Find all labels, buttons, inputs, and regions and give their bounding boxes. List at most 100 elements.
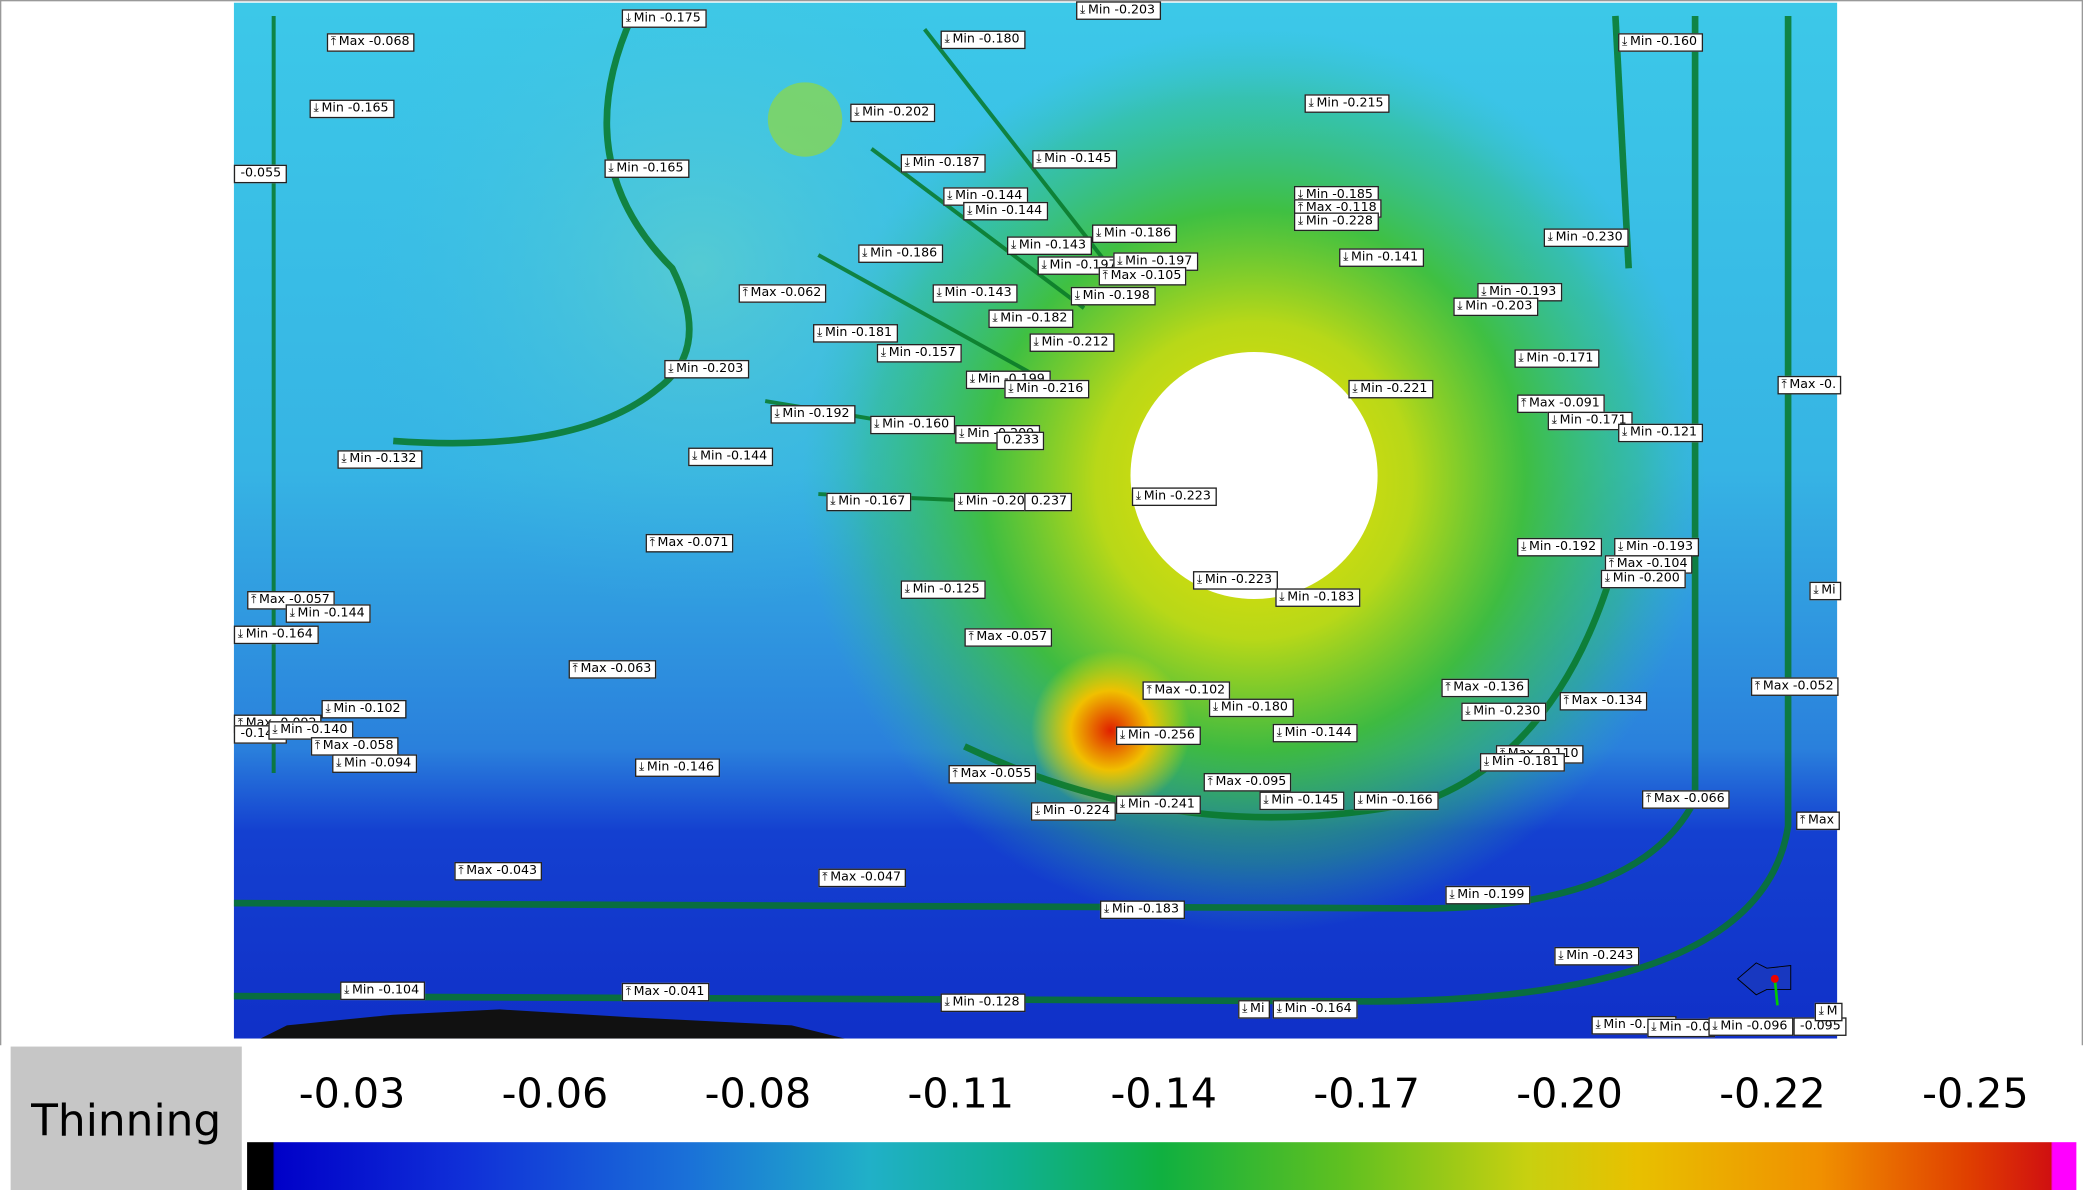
label-icon: ⤓ xyxy=(1033,336,1039,350)
label-text: Max xyxy=(1807,812,1835,828)
label-text: Max -0. xyxy=(1789,377,1837,392)
label-text: M xyxy=(1826,1004,1838,1019)
label-text: Min -0.096 xyxy=(1720,1018,1788,1034)
result-label: ⤓ Min -0.203 xyxy=(1076,1,1161,20)
label-icon: ⤓ xyxy=(1297,188,1304,202)
label-text: Max -0.091 xyxy=(1529,395,1600,411)
label-icon: ⤓ xyxy=(969,373,976,387)
result-label: ⤓ Min -0.171 xyxy=(1547,411,1633,431)
result-label: ⤒ Max -0.102 xyxy=(1142,681,1231,700)
result-label: ⤓ Min -0.203 xyxy=(664,359,749,379)
label-icon: ⤓ xyxy=(1618,540,1624,554)
label-text: Max -0.134 xyxy=(1571,693,1643,708)
result-label: ⤓ Min -0.221 xyxy=(1348,379,1433,399)
result-label: ⤓ Min -0.165 xyxy=(604,159,689,178)
result-label: ⤓ Min -0.198 xyxy=(1070,286,1156,306)
label-icon: ⤒ xyxy=(314,739,321,754)
scale-tick-label: -0.06 xyxy=(501,1070,609,1119)
label-icon: ⤓ xyxy=(880,346,887,360)
label-icon: ⤓ xyxy=(1595,1018,1601,1032)
result-label: ⤓ Min -0.102 xyxy=(321,699,406,719)
result-label: ⤒ Max -0.095 xyxy=(1203,772,1292,792)
label-icon: ⤒ xyxy=(1800,814,1806,828)
label-icon: ⤒ xyxy=(742,286,748,301)
result-label: ⤓ Min -0.175 xyxy=(621,9,707,28)
label-text: Min -0.143 xyxy=(1018,237,1087,253)
result-label: ⤓ Min -0.215 xyxy=(1304,94,1389,113)
result-label: ⤓ Min -0.180 xyxy=(940,30,1025,50)
label-icon: ⤓ xyxy=(1196,573,1203,588)
label-text: Max -0.104 xyxy=(1616,556,1688,572)
label-text: Max -0.102 xyxy=(1154,682,1226,698)
label-text: Min -0.187 xyxy=(912,155,980,171)
label-icon: ⤓ xyxy=(1352,382,1358,396)
label-icon: ⤓ xyxy=(1276,726,1282,740)
label-text: Min -0.193 xyxy=(1626,539,1694,554)
label-text: Min -0.243 xyxy=(1566,948,1634,963)
label-text: Min -0.202 xyxy=(862,104,930,120)
label-text: Min -0.203 xyxy=(1087,2,1156,18)
result-label: ⤒ Max -0.104 xyxy=(1604,555,1693,574)
label-text: -0.095 xyxy=(1800,1018,1841,1034)
label-icon: ⤓ xyxy=(1095,227,1102,241)
result-label: ⤓ Min -0.192 xyxy=(1517,537,1602,557)
label-text: Min -0.192 xyxy=(1529,539,1597,554)
label-icon: ⤒ xyxy=(822,871,828,885)
label-icon: ⤓ xyxy=(904,156,910,171)
label-text: Min -0.183 xyxy=(1111,901,1179,917)
label-icon: ⤓ xyxy=(608,162,614,176)
label-icon: ⤓ xyxy=(1547,231,1553,245)
result-label: ⤒ Max -0. xyxy=(1777,375,1842,395)
label-icon: ⤓ xyxy=(1712,1020,1718,1034)
label-icon: ⤓ xyxy=(1297,215,1304,229)
label-text: Min -0.212 xyxy=(1041,334,1109,350)
label-text: Min -0.203 xyxy=(676,361,744,376)
result-label: ⤒ Max -0.041 xyxy=(621,982,710,1002)
result-label: ⤓ Min -0.182 xyxy=(988,309,1073,329)
label-text: Min -0.164 xyxy=(245,626,313,642)
label-text: Min -0.208 xyxy=(965,494,1033,509)
label-icon: ⤓ xyxy=(874,418,880,432)
label-icon: ⤓ xyxy=(1279,591,1285,605)
label-text: Min -0.167 xyxy=(838,494,906,509)
label-icon: ⤓ xyxy=(1008,382,1014,396)
legend-title-box: Thinning xyxy=(10,1046,242,1190)
result-label: ⤓ Min -0.181 xyxy=(813,324,898,343)
label-text: Min -0.186 xyxy=(1103,225,1172,241)
label-icon: ⤓ xyxy=(1080,3,1086,18)
label-icon: ⤓ xyxy=(1276,1002,1282,1017)
label-text: Max -0.062 xyxy=(750,285,822,301)
label-text: Min -0.221 xyxy=(1360,381,1428,396)
color-scale xyxy=(247,1142,2077,1190)
result-label: 0.233 xyxy=(996,431,1045,451)
label-text: Min -0.125 xyxy=(912,581,980,597)
result-label: ⤓ Min -0.212 xyxy=(1029,333,1114,352)
result-label: ⤓ Min -0.157 xyxy=(876,343,962,363)
label-icon: ⤒ xyxy=(1754,680,1761,694)
label-icon: ⤒ xyxy=(458,864,464,878)
label-icon: ⤓ xyxy=(1818,1005,1824,1019)
result-label: ⤓ Min -0.224 xyxy=(1030,802,1116,821)
label-text: 0.233 xyxy=(1002,432,1040,448)
label-icon: ⤒ xyxy=(625,985,631,999)
result-label: ⤓ Min -0.143 xyxy=(932,284,1017,303)
label-text: Min -0.144 xyxy=(975,203,1043,218)
label-text: Min -0.200 xyxy=(1612,571,1680,586)
label-icon: ⤓ xyxy=(1449,888,1455,902)
label-icon: ⤓ xyxy=(1308,96,1314,111)
label-text: Max -0.095 xyxy=(1215,774,1287,789)
label-icon: ⤓ xyxy=(1117,255,1123,269)
label-text: Min -0.157 xyxy=(888,345,956,360)
result-label: ⤒ Max -0.047 xyxy=(818,868,907,888)
scale-tick-label: -0.11 xyxy=(907,1070,1015,1119)
label-icon: ⤓ xyxy=(1604,572,1611,586)
result-label: ⤓ Min -0.144 xyxy=(963,201,1048,221)
label-text: Max -0.058 xyxy=(322,738,394,754)
label-icon: ⤓ xyxy=(1119,798,1126,812)
label-icon: ⤓ xyxy=(1343,251,1349,265)
label-text: Min -0.224 xyxy=(1042,803,1110,819)
label-text: Min -0.160 xyxy=(882,417,950,432)
label-text: Min -0.128 xyxy=(952,994,1020,1010)
label-icon: ⤓ xyxy=(1242,1002,1248,1017)
